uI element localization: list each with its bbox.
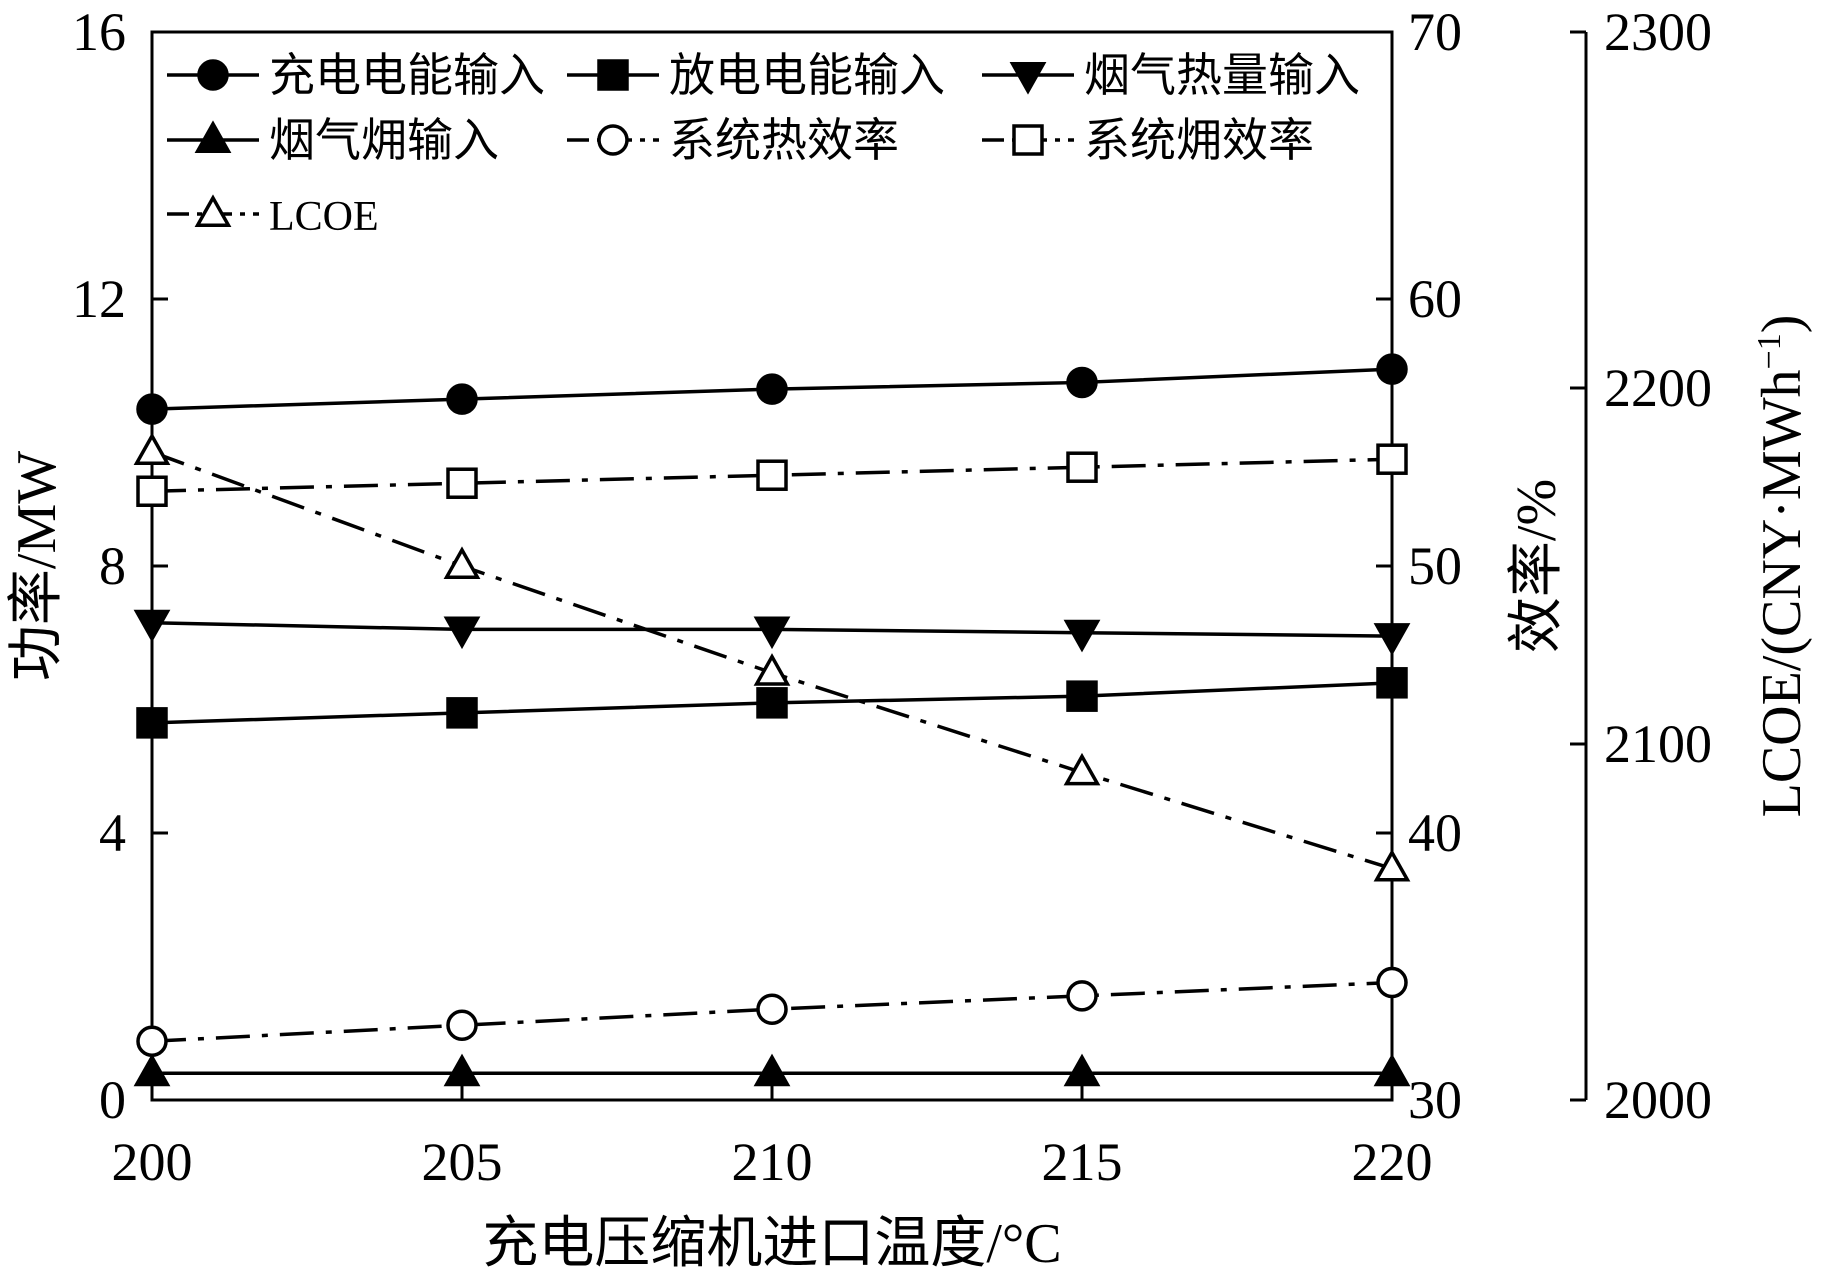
lcoe-axis-title-sup: −1 xyxy=(1751,333,1788,369)
legend-marker xyxy=(197,59,229,91)
legend-marker xyxy=(194,120,232,153)
series-5-point-1 xyxy=(446,467,478,499)
legend-marker xyxy=(1012,124,1044,156)
series-1-point-0 xyxy=(136,707,168,739)
series-2-point-2 xyxy=(753,616,791,650)
series-0-point-0 xyxy=(136,393,168,425)
series-6-point-1 xyxy=(443,546,481,579)
legend-label: 烟气热量输入 xyxy=(1084,50,1360,101)
series-5-point-4 xyxy=(1376,443,1408,475)
series-0-point-1 xyxy=(446,383,478,415)
lcoe-tick-label: 2200 xyxy=(1604,358,1712,418)
series-3-point-3 xyxy=(1063,1053,1101,1087)
series-0-point-3 xyxy=(1066,366,1098,399)
legend-label: 烟气㶲输入 xyxy=(269,115,499,166)
right-tick-label: 60 xyxy=(1408,269,1462,329)
lcoe-axis-title: LCOE/(CNY·MWh−1) xyxy=(1751,315,1813,818)
legend-label: LCOE xyxy=(269,194,379,240)
lcoe-axis-title-main: LCOE/(CNY·MWh xyxy=(1751,369,1813,817)
left-tick-label: 4 xyxy=(99,803,126,863)
series-6-point-3 xyxy=(1063,752,1101,786)
legend-label: 放电电能输入 xyxy=(669,50,945,101)
x-tick-label: 210 xyxy=(732,1132,813,1192)
series-4-point-1 xyxy=(446,1009,478,1041)
legend-marker xyxy=(597,124,629,156)
series-1-point-4 xyxy=(1376,667,1408,699)
series-6-point-2 xyxy=(753,653,791,686)
right-axis-title: 效率/% xyxy=(1506,479,1568,653)
left-tick-label: 16 xyxy=(72,2,126,62)
legend-marker xyxy=(1009,62,1047,95)
series-3-point-4 xyxy=(1373,1053,1411,1087)
lcoe-tick-label: 2000 xyxy=(1604,1070,1712,1130)
legend-label: 系统㶲效率 xyxy=(1084,115,1314,166)
lcoe-tick-label: 2300 xyxy=(1604,2,1712,62)
series-1-point-3 xyxy=(1066,680,1098,712)
right-tick-label: 40 xyxy=(1408,803,1462,863)
series-4-point-3 xyxy=(1066,980,1098,1012)
series-3-point-2 xyxy=(753,1053,791,1087)
series-markers xyxy=(133,353,1411,1087)
lcoe-tick-label: 2100 xyxy=(1604,714,1712,774)
series-5-point-0 xyxy=(136,475,168,507)
right-tick-label: 30 xyxy=(1408,1070,1462,1130)
legend-marker xyxy=(597,59,629,91)
series-1-point-2 xyxy=(756,687,788,719)
series-3-point-0 xyxy=(133,1053,171,1087)
series-6-point-0 xyxy=(133,432,171,466)
x-tick-label: 205 xyxy=(422,1132,503,1192)
lcoe-axis-title-end: ) xyxy=(1751,315,1813,334)
x-axis-title: 充电压缩机进口温度/°C xyxy=(482,1213,1061,1275)
ticks-layer: 200 205 210 215 2200481216304050607020002100… xyxy=(72,2,1712,1192)
left-tick-label: 0 xyxy=(99,1070,126,1130)
series-1-point-1 xyxy=(446,697,478,729)
series-5-point-2 xyxy=(756,459,788,491)
x-tick-label: 220 xyxy=(1352,1132,1433,1192)
legend-marker xyxy=(194,194,232,227)
series-4-point-0 xyxy=(136,1025,168,1058)
plot-frame xyxy=(150,30,1394,1102)
right-tick-label: 50 xyxy=(1408,536,1462,596)
series-5-point-3 xyxy=(1066,451,1098,483)
series-2-point-3 xyxy=(1063,619,1101,653)
series-0-point-2 xyxy=(756,373,788,405)
series-2-point-4 xyxy=(1373,623,1411,656)
left-tick-label: 8 xyxy=(99,536,126,596)
series-0-point-4 xyxy=(1376,353,1408,385)
x-tick-label: 200 xyxy=(112,1132,193,1192)
left-tick-label: 12 xyxy=(72,269,126,329)
right-tick-label: 70 xyxy=(1408,2,1462,62)
series-3-point-1 xyxy=(443,1053,481,1087)
legend-label: 系统热效率 xyxy=(669,115,899,166)
series-2-point-1 xyxy=(443,616,481,650)
left-axis-title: 功率/MW xyxy=(6,451,68,681)
series-line-5 xyxy=(152,457,1392,493)
series-6-point-4 xyxy=(1373,848,1411,882)
x-tick-label: 215 xyxy=(1042,1132,1123,1192)
legend-label: 充电电能输入 xyxy=(269,50,545,101)
series-line-4 xyxy=(152,980,1392,1044)
series-4-point-2 xyxy=(756,993,788,1025)
series-4-point-4 xyxy=(1376,966,1408,999)
series-2-point-0 xyxy=(133,609,171,643)
